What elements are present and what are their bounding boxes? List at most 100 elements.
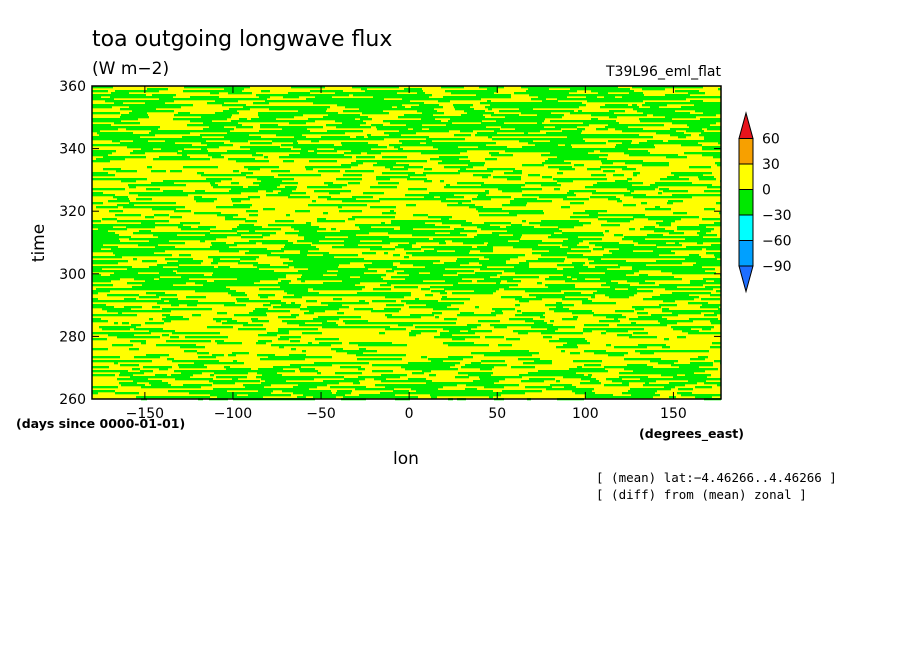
heat-cell — [430, 286, 451, 289]
heat-cell — [522, 220, 526, 223]
heat-cell — [365, 350, 377, 353]
heat-cell — [373, 96, 386, 99]
heat-cell — [510, 202, 527, 205]
heat-cell — [715, 378, 719, 381]
heat-cell — [583, 274, 604, 277]
heat-cell — [502, 184, 525, 187]
heat-cell — [117, 204, 134, 207]
heat-cell — [478, 372, 493, 375]
heat-cell — [295, 210, 310, 213]
heat-cell — [615, 310, 634, 313]
heat-cell — [594, 352, 605, 355]
heat-cell — [477, 132, 497, 135]
heat-cell — [297, 296, 302, 299]
heat-cell — [335, 372, 340, 375]
heat-cell — [440, 292, 447, 295]
heat-cell — [92, 390, 115, 393]
heat-cell — [298, 234, 316, 237]
heat-cell — [197, 288, 226, 291]
heat-cell — [418, 268, 436, 271]
heat-cell — [458, 170, 480, 173]
heat-cell — [523, 362, 543, 365]
heat-cell — [151, 130, 174, 133]
heat-cell — [387, 240, 412, 243]
chart-title: toa outgoing longwave flux — [92, 27, 392, 52]
heat-cell — [517, 310, 521, 313]
heat-cell — [231, 282, 254, 285]
heat-cell — [393, 164, 409, 167]
heat-cell — [108, 334, 134, 337]
heat-cell — [412, 234, 439, 237]
heat-cell — [640, 378, 654, 381]
heat-cell — [140, 370, 153, 373]
heat-cell — [593, 292, 620, 295]
heat-cell — [583, 122, 599, 125]
heat-cell — [592, 288, 615, 291]
heat-cell — [296, 120, 315, 123]
heat-cell — [688, 92, 705, 95]
heat-cell — [156, 344, 170, 347]
heat-cell — [344, 242, 363, 245]
heat-cell — [693, 264, 714, 267]
heat-cell — [400, 262, 411, 265]
heat-cell — [604, 366, 629, 369]
heat-cell — [543, 148, 569, 151]
heat-cell — [339, 210, 362, 213]
heat-cell — [385, 166, 393, 169]
heat-cell — [686, 236, 703, 239]
heat-cell — [719, 140, 721, 143]
heat-cell — [188, 238, 216, 241]
heat-cell — [596, 94, 607, 97]
heat-cell — [243, 324, 263, 327]
heat-cell — [633, 370, 654, 373]
heat-cell — [715, 256, 721, 259]
heat-cell — [167, 358, 174, 361]
heat-cell — [239, 118, 247, 121]
heat-cell — [92, 236, 120, 239]
heat-cell — [411, 220, 429, 223]
heat-cell — [113, 118, 138, 121]
heat-cell — [209, 390, 227, 393]
heat-cell — [287, 322, 305, 325]
heat-cell — [358, 376, 367, 379]
heat-cell — [256, 376, 282, 379]
heat-cell — [444, 172, 460, 175]
heat-cell — [391, 392, 419, 395]
heat-cell — [615, 146, 633, 149]
heat-cell — [463, 124, 487, 127]
heat-cell — [302, 274, 323, 277]
heat-cell — [422, 116, 442, 119]
heat-cell — [373, 288, 391, 291]
heat-cell — [670, 134, 685, 137]
heat-cell — [431, 396, 437, 399]
heat-cell — [655, 350, 684, 353]
heat-cell — [159, 368, 168, 371]
heat-cell — [475, 394, 501, 397]
heat-cell — [273, 366, 301, 369]
heat-cell — [393, 128, 408, 131]
heat-cell — [665, 224, 671, 227]
heat-cell — [474, 128, 500, 131]
heat-cell — [249, 214, 258, 217]
heat-cell — [680, 182, 692, 185]
heat-cell — [437, 362, 460, 365]
heat-cell — [475, 114, 483, 117]
heat-cell — [582, 342, 590, 345]
heat-cell — [111, 276, 137, 279]
heat-cell — [566, 294, 595, 297]
heat-cell — [317, 372, 321, 375]
heat-cell — [460, 344, 489, 347]
heat-cell — [311, 140, 319, 143]
heat-cell — [363, 280, 374, 283]
heat-cell — [138, 288, 147, 291]
heat-cell — [544, 374, 554, 377]
heat-cell — [371, 106, 392, 109]
heat-cell — [504, 102, 516, 105]
heat-cell — [372, 364, 387, 367]
heat-cell — [390, 108, 397, 111]
heat-cell — [308, 292, 319, 295]
heat-cell — [285, 244, 311, 247]
heat-cell — [259, 116, 282, 119]
heat-cell — [92, 300, 106, 303]
heat-cell — [429, 128, 454, 131]
